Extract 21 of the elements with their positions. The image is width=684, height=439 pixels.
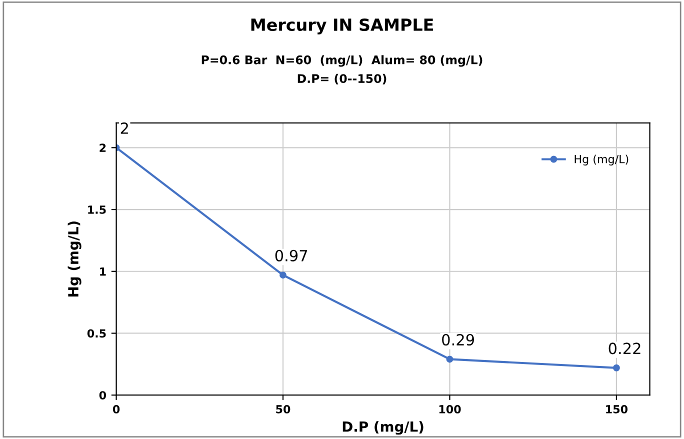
data-label: 0.22 — [608, 342, 640, 354]
point — [446, 356, 454, 363]
x-tick-label: 150 — [606, 405, 628, 414]
y-tick-label: 0 — [99, 391, 106, 400]
x-tick-label: 0 — [112, 405, 120, 414]
chart-subtitle: P=0.6 Bar N=60 (mg/L) Alum= 80 (mg/L) D.P= (0--150) — [202, 55, 482, 84]
data-label: 2 — [120, 122, 128, 134]
point — [280, 272, 286, 279]
y-axis-title: Hg (mg/L) — [68, 221, 82, 296]
y-tick-label: 1.5 — [88, 206, 106, 214]
point — [612, 364, 620, 372]
x-tick-label: 50 — [276, 405, 290, 414]
y-tick-label: 0.5 — [87, 329, 106, 338]
y-tick-label: 2 — [100, 144, 106, 152]
legend-label: Hg (mg/L) — [574, 154, 628, 166]
x-axis-title: D.P (mg/L) — [342, 421, 424, 435]
data-label: 0.97 — [275, 250, 308, 262]
x-tick-label: 100 — [439, 405, 461, 414]
chart-title: Mercury IN SAMPLE — [251, 18, 433, 34]
y-tick-label: 1 — [100, 268, 106, 276]
data-label: 0.29 — [442, 334, 474, 346]
